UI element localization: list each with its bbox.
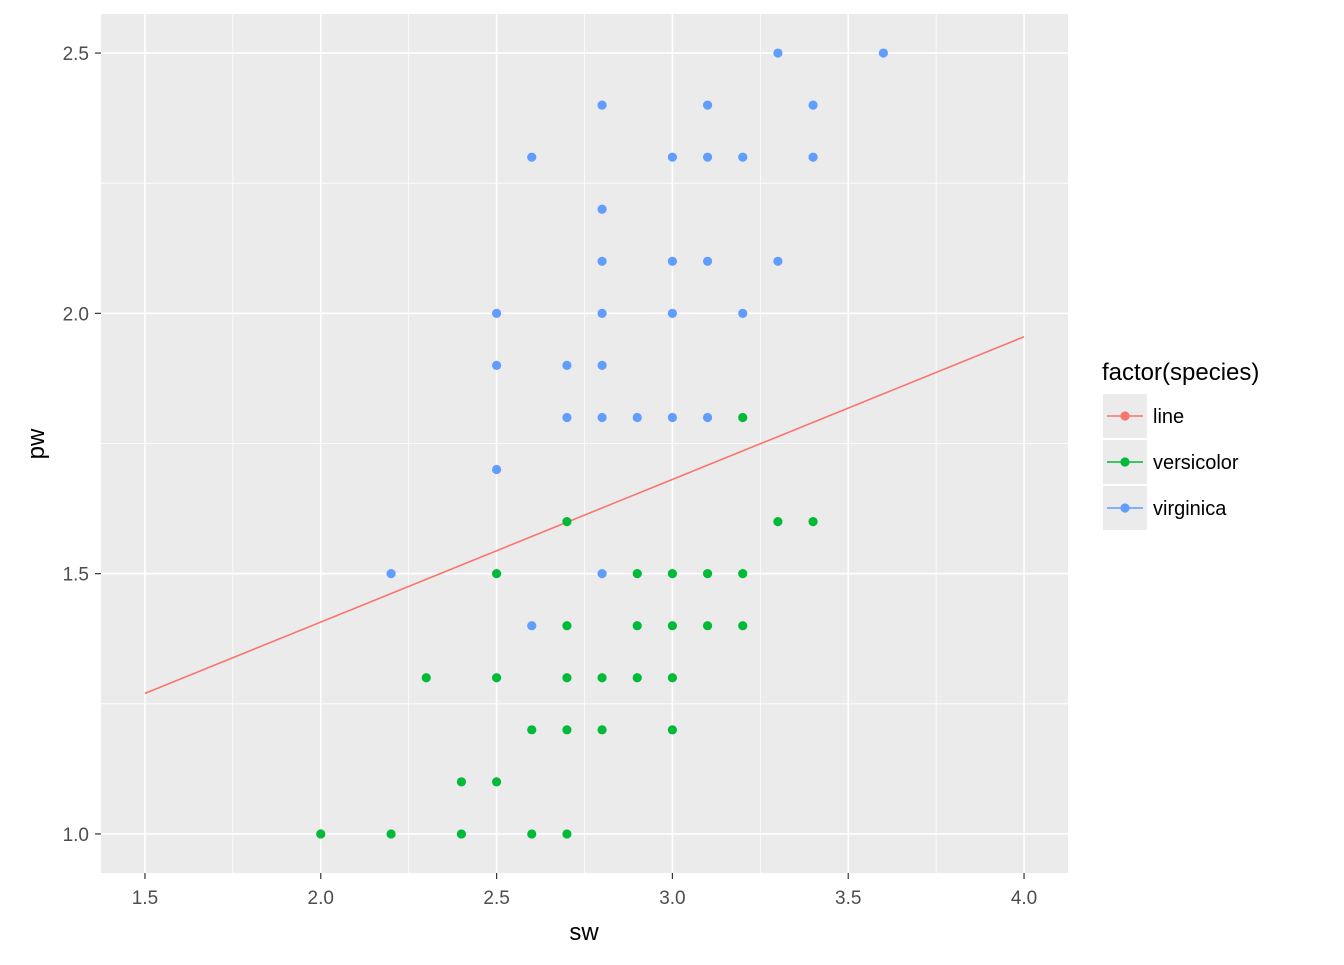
versicolor-point [527,725,537,735]
versicolor-point [667,673,678,683]
versicolor-point [773,516,783,527]
virginica-point [738,308,748,318]
legend-label: versicolor [1153,452,1239,474]
legend-title: factor(species) [1102,359,1259,386]
virginica-point [667,308,678,318]
virginica-point [597,256,607,266]
x-tick-label: 1.5 [132,888,158,909]
virginica-point [597,308,607,318]
virginica-point [491,464,502,475]
versicolor-point [632,569,642,579]
x-axis-title: sw [569,919,599,946]
legend-keys: line versicolor virginica [1103,394,1239,530]
versicolor-point [386,829,396,839]
versicolor-point [527,829,537,839]
series-layer [144,48,1025,839]
versicolor-point [491,673,502,683]
virginica-point [702,100,713,110]
y-tick-label: 1.0 [63,825,89,846]
versicolor-point [597,673,607,683]
virginica-point [808,100,818,110]
y-axis-title: pw [23,428,50,459]
versicolor-point [491,569,502,579]
legend-item-versicolor: versicolor [1103,440,1239,484]
legend-item-line: line [1103,394,1184,438]
versicolor-point [667,569,678,579]
x-tick-label: 4.0 [1011,888,1037,909]
versicolor-point [456,829,467,839]
virginica-point [773,256,783,266]
x-tick-label: 2.0 [308,888,334,909]
virginica-point [808,152,818,162]
virginica-point [597,412,607,423]
regression-line [144,336,1025,695]
versicolor-point [632,621,642,631]
versicolor-point [667,725,678,735]
virginica-point [702,152,713,162]
legend-label: virginica [1153,498,1227,520]
versicolor-point [562,673,572,683]
virginica-point [702,412,713,423]
legend-key-point [1120,503,1130,513]
versicolor-point [597,725,607,735]
y-tick-label: 2.5 [63,44,89,65]
legend-item-virginica: virginica [1103,486,1227,530]
versicolor-point [562,621,572,631]
versicolor-point [456,777,467,787]
x-tick-label: 3.0 [659,888,685,909]
virginica-point [667,152,678,162]
versicolor-point [632,673,642,683]
legend-key-point [1120,457,1130,467]
virginica-point [667,412,678,423]
versicolor-point [808,516,818,527]
versicolor-point [702,621,713,631]
y-tick-label: 1.5 [63,565,89,586]
minor-gridlines [101,14,1068,873]
virginica-point [632,412,642,423]
virginica-point [667,256,678,266]
versicolor-point [738,412,748,423]
virginica-point [597,569,607,579]
virginica-point [878,48,888,58]
virginica-point [386,569,396,579]
versicolor-point [562,516,572,527]
virginica-point [702,256,713,266]
legend: factor(species) line versicolor virginica [1102,359,1259,530]
legend-key-point [1120,411,1130,421]
versicolor-point [316,829,326,839]
virginica-point [491,308,502,318]
virginica-point [597,204,607,214]
versicolor-point [738,569,748,579]
virginica-point [597,100,607,110]
versicolor-point [562,725,572,735]
versicolor-point [702,569,713,579]
virginica-point [738,152,748,162]
y-tick-label: 2.0 [63,304,89,325]
virginica-point [773,48,783,58]
legend-label: line [1153,406,1184,428]
x-tick-label: 2.5 [483,888,509,909]
versicolor-point [667,621,678,631]
versicolor-point [491,777,502,787]
virginica-point [562,360,572,371]
axes-layer: 1.5 2.0 2.5 3.0 3.5 4.0 1.0 1.5 2.0 2.5 [63,44,1038,909]
major-gridlines [101,14,1068,873]
x-tick-label: 3.5 [835,888,861,909]
virginica-point [597,360,607,371]
versicolor-point [738,621,748,631]
virginica-point [527,152,537,162]
virginica-point [527,621,537,631]
virginica-point [491,360,502,371]
versicolor-point [562,829,572,839]
virginica-point [562,412,572,423]
versicolor-point [421,673,431,683]
